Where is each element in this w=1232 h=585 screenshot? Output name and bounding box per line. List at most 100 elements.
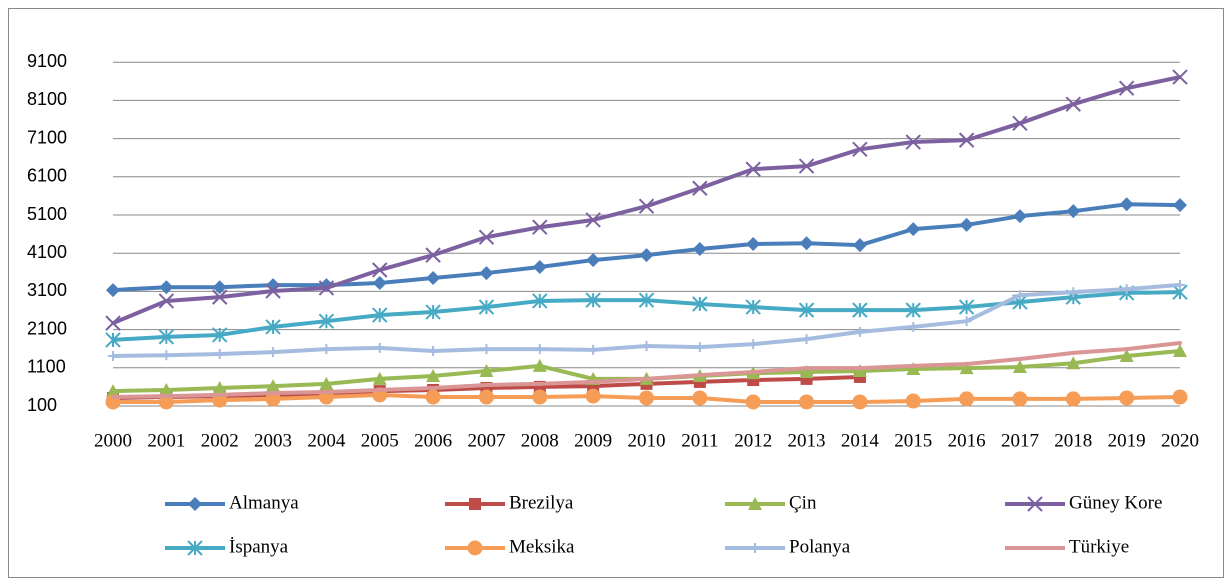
marker-shape (532, 358, 547, 372)
marker (958, 299, 975, 315)
marker (745, 299, 761, 315)
point (911, 363, 916, 368)
y-tick-label: 5100 (27, 204, 67, 224)
marker-shape (1173, 343, 1187, 357)
marker (1065, 391, 1081, 407)
marker-shape (106, 384, 120, 398)
marker (319, 376, 334, 390)
marker (159, 382, 174, 396)
marker-stroke (425, 247, 441, 263)
x-tick-label: 2018 (1054, 430, 1092, 451)
marker-stroke (1065, 96, 1082, 112)
marker (854, 326, 865, 337)
marker (905, 134, 921, 150)
marker-shape (188, 497, 202, 511)
marker-stroke (265, 283, 281, 299)
marker (799, 236, 814, 251)
marker-stroke (585, 212, 601, 228)
marker (534, 344, 545, 355)
marker (532, 389, 548, 405)
marker (1014, 290, 1025, 301)
marker (799, 365, 814, 379)
marker (187, 540, 203, 556)
marker-shape (799, 394, 815, 410)
point (591, 379, 596, 384)
marker (105, 332, 121, 348)
marker (478, 389, 494, 405)
marker-stroke (745, 161, 761, 177)
marker-stroke (211, 289, 228, 305)
marker (478, 299, 495, 315)
marker (1173, 198, 1187, 213)
marker-shape (425, 389, 441, 405)
marker (746, 237, 761, 252)
marker-shape (906, 361, 921, 375)
marker-shape (852, 394, 868, 410)
marker-shape (585, 388, 601, 404)
marker (638, 292, 655, 308)
marker-shape (959, 217, 974, 232)
marker (479, 364, 494, 378)
marker-shape (1119, 390, 1135, 406)
marker (799, 394, 815, 410)
marker (745, 394, 761, 410)
marker (106, 384, 120, 398)
marker-shape (1012, 360, 1027, 374)
y-tick-label: 8100 (27, 89, 67, 109)
marker-shape (1066, 204, 1081, 219)
x-tick-label: 2000 (94, 430, 132, 451)
x-tick-label: 2005 (361, 430, 399, 451)
marker (1119, 348, 1134, 362)
x-tick-label: 2003 (254, 430, 292, 451)
y-tick-label: 2100 (27, 318, 67, 338)
marker-shape (799, 365, 814, 379)
marker (959, 217, 974, 232)
marker (188, 497, 202, 511)
marker (158, 329, 175, 345)
marker (426, 271, 441, 286)
marker (1012, 391, 1028, 407)
x-tick-label: 2011 (681, 430, 718, 451)
marker (212, 280, 227, 295)
point (697, 373, 702, 378)
marker (692, 296, 708, 312)
x-tick-label: 2020 (1161, 430, 1199, 451)
marker (852, 364, 867, 378)
marker (212, 381, 227, 395)
y-tick-label: 1100 (27, 357, 66, 377)
marker (585, 212, 601, 228)
marker-shape (1012, 391, 1028, 407)
marker-shape (1066, 356, 1081, 370)
marker (372, 371, 387, 385)
marker (748, 339, 759, 350)
marker (268, 347, 279, 358)
marker-shape (852, 364, 867, 378)
marker-shape (478, 389, 494, 405)
marker-shape (106, 283, 120, 298)
marker (265, 319, 281, 335)
marker-shape (692, 390, 708, 406)
legend-label: İspanya (229, 536, 289, 557)
x-tick-label: 2008 (521, 430, 559, 451)
marker (694, 342, 705, 353)
marker (425, 247, 441, 263)
marker-shape (639, 248, 654, 263)
point (217, 392, 222, 397)
marker-shape (639, 390, 654, 406)
y-tick-label: 6100 (27, 166, 67, 186)
marker-shape (1173, 198, 1187, 213)
marker (108, 350, 118, 361)
marker (1119, 197, 1134, 212)
point (431, 386, 436, 391)
marker (318, 280, 335, 296)
marker-shape (586, 253, 601, 268)
point (1178, 340, 1182, 345)
marker (1121, 284, 1132, 295)
legend-label: Meksika (509, 536, 575, 557)
marker (532, 219, 548, 235)
marker (1012, 209, 1027, 224)
marker (1027, 496, 1043, 512)
marker-shape (319, 376, 334, 390)
marker-shape (692, 241, 707, 256)
